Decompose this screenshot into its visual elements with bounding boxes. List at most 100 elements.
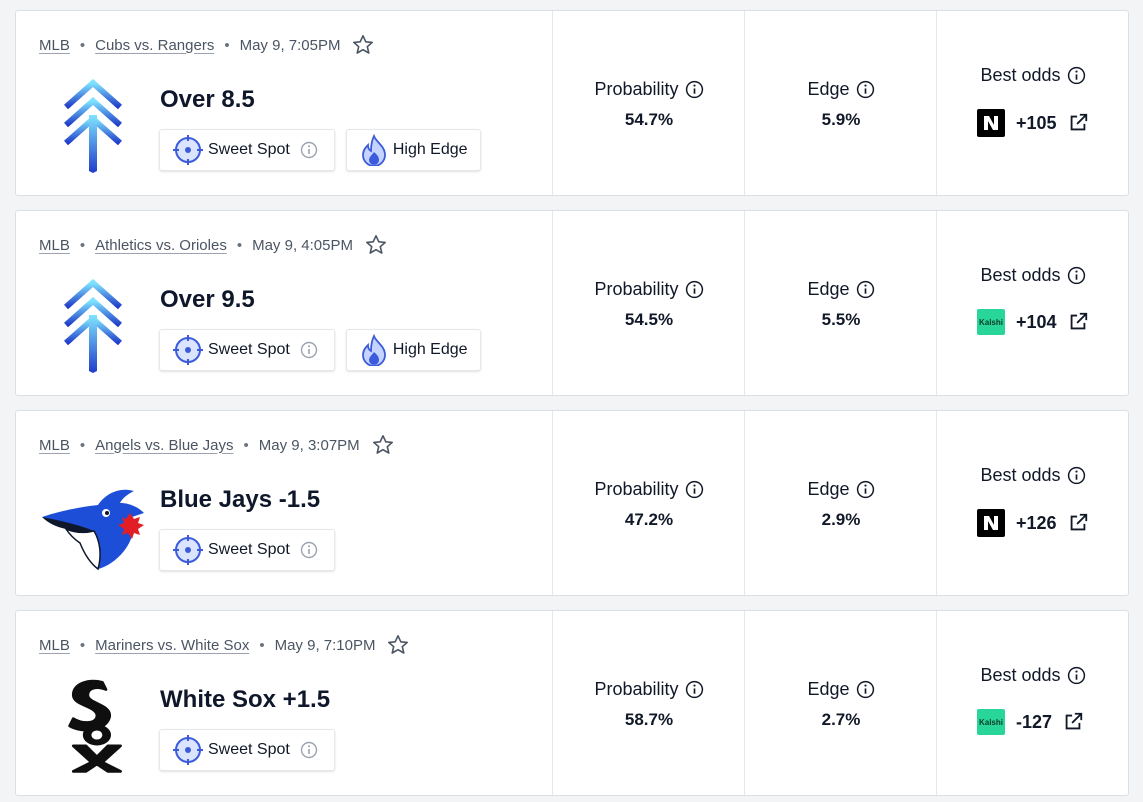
league-link[interactable]: MLB <box>39 236 70 254</box>
odds-value: +105 <box>1016 112 1057 133</box>
edge-value: 5.9% <box>821 110 861 129</box>
tag-label: Sweet Spot <box>208 341 290 358</box>
matchup-link[interactable]: Athletics vs. Orioles <box>95 236 227 254</box>
external-link-icon[interactable] <box>1062 711 1084 733</box>
probability-value: 58.7% <box>624 710 674 729</box>
info-icon[interactable] <box>300 141 318 159</box>
tag-label: Sweet Spot <box>208 541 290 558</box>
edge-column: Edge 5.5% <box>744 211 937 395</box>
probability-value: 47.2% <box>624 510 674 529</box>
info-icon[interactable] <box>856 480 875 499</box>
high-edge-tag[interactable]: High Edge <box>345 329 481 371</box>
external-link-icon[interactable] <box>1067 512 1089 534</box>
separator: • <box>79 436 86 454</box>
game-time: May 9, 3:07PM <box>258 436 360 454</box>
probability-label: Probability <box>594 479 679 499</box>
crosshair-icon <box>173 335 203 365</box>
info-icon[interactable] <box>300 541 318 559</box>
info-icon[interactable] <box>300 741 318 759</box>
pick-title: Over 9.5 <box>160 286 255 313</box>
game-meta: MLB • Mariners vs. White Sox • May 9, 7:… <box>39 633 410 657</box>
pick-card: MLB • Angels vs. Blue Jays • May 9, 3:07… <box>15 410 1129 596</box>
star-icon[interactable] <box>364 233 388 257</box>
game-time: May 9, 4:05PM <box>252 236 353 254</box>
league-link[interactable]: MLB <box>39 636 70 654</box>
external-link-icon[interactable] <box>1067 311 1089 333</box>
probability-column: Probability 58.7% <box>552 611 745 795</box>
league-link[interactable]: MLB <box>39 436 70 454</box>
odds-row[interactable]: Kalshi -127 <box>977 709 1084 735</box>
edge-label: Edge <box>807 679 850 699</box>
sweet-spot-tag[interactable]: Sweet Spot <box>159 329 335 371</box>
pick-title: Over 8.5 <box>160 86 255 113</box>
arrows-up-icon <box>64 279 122 373</box>
high-edge-tag[interactable]: High Edge <box>345 129 481 171</box>
info-icon[interactable] <box>685 80 704 99</box>
league-link[interactable]: MLB <box>39 36 70 54</box>
sweet-spot-tag[interactable]: Sweet Spot <box>159 129 335 171</box>
tag-label: High Edge <box>392 341 468 358</box>
separator: • <box>236 236 243 254</box>
info-icon[interactable] <box>685 480 704 499</box>
matchup-link[interactable]: Angels vs. Blue Jays <box>95 436 234 454</box>
crosshair-icon <box>173 135 203 165</box>
crosshair-icon <box>173 535 203 565</box>
game-time: May 9, 7:10PM <box>274 636 376 654</box>
probability-value: 54.5% <box>624 310 674 329</box>
odds-value: -127 <box>1016 711 1053 732</box>
matchup-link[interactable]: Mariners vs. White Sox <box>95 636 250 654</box>
info-icon[interactable] <box>856 680 875 699</box>
best-odds-column: Best odds +126 <box>936 411 1129 595</box>
odds-row[interactable]: +126 <box>977 509 1089 537</box>
probability-column: Probability 54.5% <box>552 211 745 395</box>
best-odds-label: Best odds <box>980 265 1061 285</box>
info-icon[interactable] <box>856 80 875 99</box>
info-icon[interactable] <box>1067 466 1086 485</box>
best-odds-label: Best odds <box>980 465 1061 485</box>
probability-label: Probability <box>594 79 679 99</box>
kalshi-logo-text: Kalshi <box>978 317 1003 327</box>
odds-row[interactable]: Kalshi +104 <box>977 309 1089 335</box>
pick-card: MLB • Cubs vs. Rangers • May 9, 7:05PM O… <box>15 10 1129 196</box>
info-icon[interactable] <box>685 280 704 299</box>
external-link-icon[interactable] <box>1067 112 1089 134</box>
sweet-spot-tag[interactable]: Sweet Spot <box>159 529 335 571</box>
edge-column: Edge 2.7% <box>744 611 937 795</box>
white-sox-logo <box>68 679 122 773</box>
tag-label: Sweet Spot <box>208 741 290 758</box>
star-icon[interactable] <box>386 633 410 657</box>
edge-label: Edge <box>807 79 850 99</box>
game-time: May 9, 7:05PM <box>239 36 341 54</box>
matchup-link[interactable]: Cubs vs. Rangers <box>95 36 215 54</box>
best-odds-label: Best odds <box>980 65 1061 85</box>
odds-value: +104 <box>1016 311 1057 332</box>
probability-column: Probability 47.2% <box>552 411 745 595</box>
star-icon[interactable] <box>351 33 375 57</box>
tag-list: Sweet Spot <box>159 529 335 571</box>
star-icon[interactable] <box>371 433 395 457</box>
edge-value: 2.9% <box>821 510 861 529</box>
game-meta: MLB • Angels vs. Blue Jays • May 9, 3:07… <box>39 433 395 457</box>
probability-label: Probability <box>594 279 679 299</box>
sweet-spot-tag[interactable]: Sweet Spot <box>159 729 335 771</box>
probability-label: Probability <box>594 679 679 699</box>
info-icon[interactable] <box>300 341 318 359</box>
novig-logo <box>977 109 1005 137</box>
info-icon[interactable] <box>1067 66 1086 85</box>
edge-column: Edge 2.9% <box>744 411 937 595</box>
edge-label: Edge <box>807 479 850 499</box>
info-icon[interactable] <box>1067 266 1086 285</box>
info-icon[interactable] <box>856 280 875 299</box>
info-icon[interactable] <box>685 680 704 699</box>
tag-label: High Edge <box>392 141 468 158</box>
pick-card: MLB • Athletics vs. Orioles • May 9, 4:0… <box>15 210 1129 396</box>
info-icon[interactable] <box>1067 666 1086 685</box>
odds-row[interactable]: +105 <box>977 109 1089 137</box>
game-meta: MLB • Athletics vs. Orioles • May 9, 4:0… <box>39 233 388 257</box>
separator: • <box>224 36 230 54</box>
blue-jays-logo <box>42 489 144 571</box>
best-odds-column: Best odds Kalshi +104 <box>936 211 1129 395</box>
game-meta: MLB • Cubs vs. Rangers • May 9, 7:05PM <box>39 33 375 57</box>
best-odds-column: Best odds Kalshi -127 <box>936 611 1129 795</box>
separator: • <box>79 636 86 654</box>
